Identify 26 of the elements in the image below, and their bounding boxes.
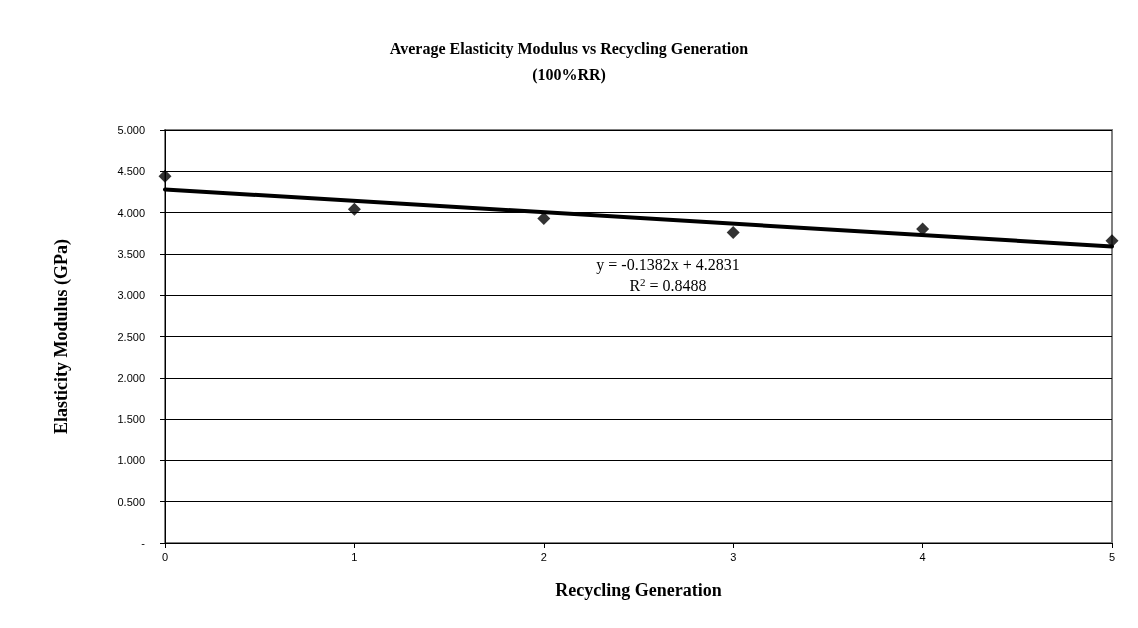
y-axis-title: Elasticity Modulus (GPa): [51, 238, 72, 435]
x-axis-title: Recycling Generation: [555, 580, 722, 600]
point: [726, 225, 740, 239]
y-tick-label: 3.500: [117, 247, 145, 260]
y-tick-label: 1.500: [117, 413, 145, 426]
annotation: y = -0.1382x + 4.2831: [596, 255, 740, 274]
y-tick-label: 0.500: [117, 495, 145, 508]
x-tick-label: 1: [351, 550, 358, 563]
point: [347, 202, 361, 216]
y-tick-label: 5.000: [117, 124, 145, 136]
y-tick-label: 2.000: [117, 371, 145, 384]
y-tick-label: 3.000: [117, 289, 145, 302]
x-tick-label: 4: [919, 550, 926, 563]
y-tick-label: 2.500: [117, 330, 145, 343]
x-tick-label: 3: [730, 550, 737, 563]
x-tick-label: 5: [1108, 550, 1116, 563]
point: [1105, 234, 1119, 248]
point: [916, 222, 930, 236]
x-tick-label: 0: [161, 550, 169, 563]
x-tick-label: 2: [540, 550, 547, 563]
y-tick-label: -: [141, 537, 146, 549]
y-tick-label: 4.000: [117, 206, 145, 219]
y-tick-label: 1.000: [117, 454, 145, 467]
y-tick-label: 4.500: [117, 165, 145, 178]
point: [158, 169, 172, 183]
chart-title: Average Elasticity Modulus vs Recycling Generation (100%RR): [389, 39, 749, 84]
